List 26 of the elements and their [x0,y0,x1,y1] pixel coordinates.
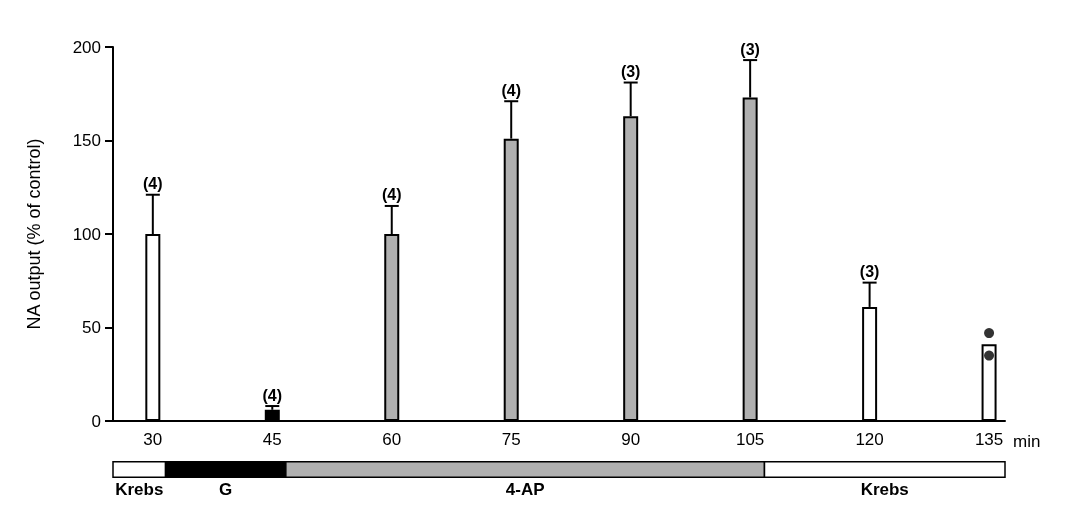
x-tick-label: 120 [855,430,884,449]
x-tick-label: 45 [262,430,282,449]
x-axis-title: min [1013,432,1041,451]
y-tick-label: 50 [82,318,101,337]
annotation: (4) [381,186,402,204]
annotation: (4) [143,175,163,193]
series-label: 4-AP [505,480,545,500]
x-tick-label: 30 [143,430,163,449]
y-tick-label: 150 [72,131,101,150]
x-tick-label: 105 [735,430,765,449]
x-tick-label: 75 [501,430,521,449]
annotation: (4) [262,386,283,404]
x-tick-label: 60 [382,430,402,449]
annotation: (4) [501,81,521,99]
x-tick-label: 135 [974,430,1004,449]
annotation: (3) [740,40,760,58]
x-tick-label: 90 [621,430,641,449]
series-label: Krebs [860,480,909,500]
y-tick-label: 100 [72,224,101,244]
y-tick-label: 0 [91,411,101,431]
y-tick-label: 200 [72,37,101,57]
annotation: (3) [859,263,880,281]
series-label: Krebs [115,480,164,500]
annotation: (3) [620,63,641,81]
series-label: G [219,480,233,500]
y-axis-title: NA output (% of control) [24,138,44,330]
